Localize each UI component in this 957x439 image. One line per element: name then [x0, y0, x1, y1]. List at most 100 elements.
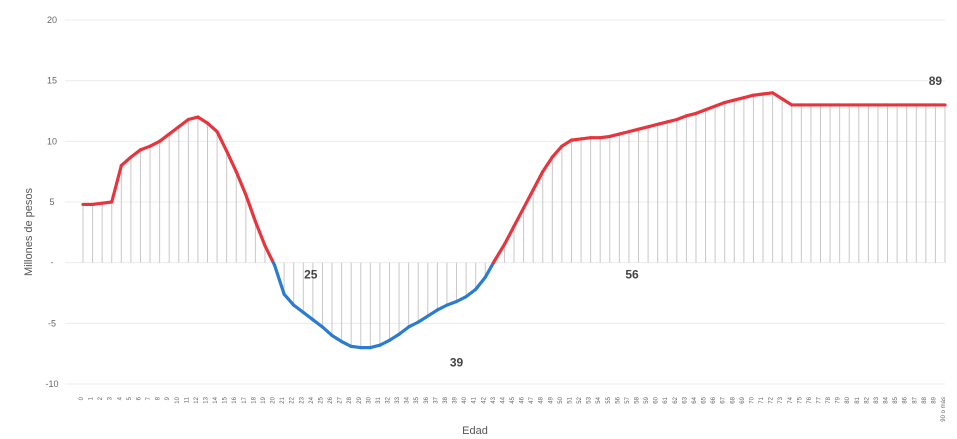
surplus-line-segment: [177, 117, 190, 129]
x-tick-label: 51: [567, 396, 573, 403]
x-tick-label: 33: [395, 396, 401, 403]
surplus-line-segment: [732, 96, 746, 102]
x-tick-label: 13: [204, 396, 210, 403]
x-tick-label: 24: [309, 396, 315, 403]
surplus-line-segment: [148, 139, 162, 148]
x-tick-label: 71: [759, 396, 765, 403]
x-tick-label: 66: [711, 396, 717, 403]
deficit-line-segment: [474, 275, 487, 291]
x-tick-label: 20: [271, 396, 277, 403]
surplus-line-segment: [579, 136, 593, 141]
deficit-line-segment: [387, 332, 401, 342]
x-tick-label: 36: [424, 396, 430, 403]
x-tick-label: 37: [433, 396, 439, 403]
deficit-line-segment: [368, 343, 382, 350]
x-tick-label: 27: [338, 396, 344, 403]
deficit-line-segment: [320, 325, 334, 338]
x-tick-label: 85: [893, 396, 899, 403]
surplus-line-segment: [636, 125, 650, 131]
surplus-line-segment: [234, 170, 248, 197]
surplus-line-segment: [713, 100, 727, 108]
x-tick-label: 48: [539, 396, 545, 403]
surplus-line-segment: [196, 115, 210, 125]
deficit-line-segment: [330, 333, 344, 344]
x-tick-label: 78: [826, 396, 832, 403]
y-tick-label: 15: [47, 76, 57, 86]
x-tick-label: 47: [529, 396, 535, 403]
surplus-line-segment: [502, 224, 516, 247]
x-tick-label: 84: [884, 396, 890, 403]
x-tick-label: 44: [500, 396, 506, 403]
surplus-line-segment: [665, 117, 679, 124]
y-tick-label: 10: [47, 136, 57, 146]
x-tick-label: 49: [548, 396, 554, 403]
deficit-line-segment: [378, 338, 392, 347]
crossing-annotation: 39: [450, 356, 464, 370]
surplus-line-segment: [253, 219, 267, 248]
surplus-line-segment: [129, 148, 143, 159]
x-tick-label: 74: [788, 396, 794, 403]
surplus-line-segment: [656, 120, 669, 126]
x-tick-label: 55: [606, 396, 612, 403]
x-tick-label: 16: [232, 396, 238, 403]
x-tick-label: 28: [347, 396, 353, 403]
x-tick-label: 67: [721, 396, 727, 403]
x-tick-label: 0: [79, 396, 85, 400]
x-tick-label: 34: [405, 396, 411, 403]
deficit-line-segment: [483, 261, 496, 279]
y-tick-label: 5: [49, 197, 54, 207]
x-tick-label: 54: [596, 396, 602, 403]
x-tick-label: 23: [299, 396, 305, 403]
crossing-annotation: 25: [304, 268, 318, 282]
x-tick-label: 12: [194, 396, 200, 403]
x-tick-label: 70: [749, 396, 755, 403]
deficit-line-segment: [292, 303, 305, 315]
x-tick-label: 52: [577, 396, 583, 403]
x-tick-label: 17: [242, 396, 248, 403]
x-tick-label: 11: [184, 396, 190, 403]
x-tick-label: 68: [730, 396, 736, 403]
x-tick-label: 86: [903, 396, 909, 403]
x-tick-label: 43: [491, 396, 497, 403]
x-tick-label: 88: [922, 396, 928, 403]
surplus-line-segment: [263, 244, 275, 265]
crossing-annotation: 89: [929, 74, 943, 88]
surplus-line-segment: [675, 114, 689, 122]
x-tick-label: 4: [117, 396, 123, 400]
x-tick-label: 9: [165, 396, 171, 400]
surplus-line-segment: [119, 155, 133, 168]
x-tick-label: 19: [261, 396, 267, 403]
x-tick-label: 31: [376, 396, 382, 403]
x-tick-label: 32: [385, 396, 391, 403]
x-tick-label: 14: [213, 396, 219, 403]
y-tick-label: -5: [48, 318, 56, 328]
crossing-annotation: 56: [625, 268, 639, 282]
x-tick-label: 56: [615, 396, 621, 403]
x-tick-label: 53: [587, 396, 593, 403]
deficit-line-segment: [445, 299, 459, 307]
surplus-line-segment: [493, 242, 507, 262]
x-tick-label: 45: [510, 396, 516, 403]
x-tick-label: 83: [874, 396, 880, 403]
x-tick-label: 72: [769, 396, 775, 403]
surplus-line-segment: [770, 91, 784, 101]
surplus-line-segment: [684, 111, 698, 118]
x-tick-label: 3: [108, 396, 114, 400]
surplus-line-segment: [244, 193, 257, 224]
surplus-line-segment: [751, 92, 765, 97]
surplus-line-segment: [723, 98, 736, 105]
surplus-line-segment: [521, 188, 535, 210]
deficit-line-segment: [426, 308, 439, 318]
x-tick-label: 63: [682, 396, 688, 403]
x-tick-label: 57: [625, 396, 631, 403]
x-tick-label: 76: [807, 396, 813, 403]
x-tick-label: 61: [663, 396, 669, 403]
x-tick-label: 25: [318, 396, 324, 403]
x-tick-label: 75: [797, 396, 803, 403]
surplus-line-segment: [598, 134, 612, 140]
x-tick-label: 64: [692, 396, 698, 403]
x-tick-label: 73: [778, 396, 784, 403]
x-tick-label: 80: [845, 396, 851, 403]
surplus-line-segment: [225, 149, 238, 174]
